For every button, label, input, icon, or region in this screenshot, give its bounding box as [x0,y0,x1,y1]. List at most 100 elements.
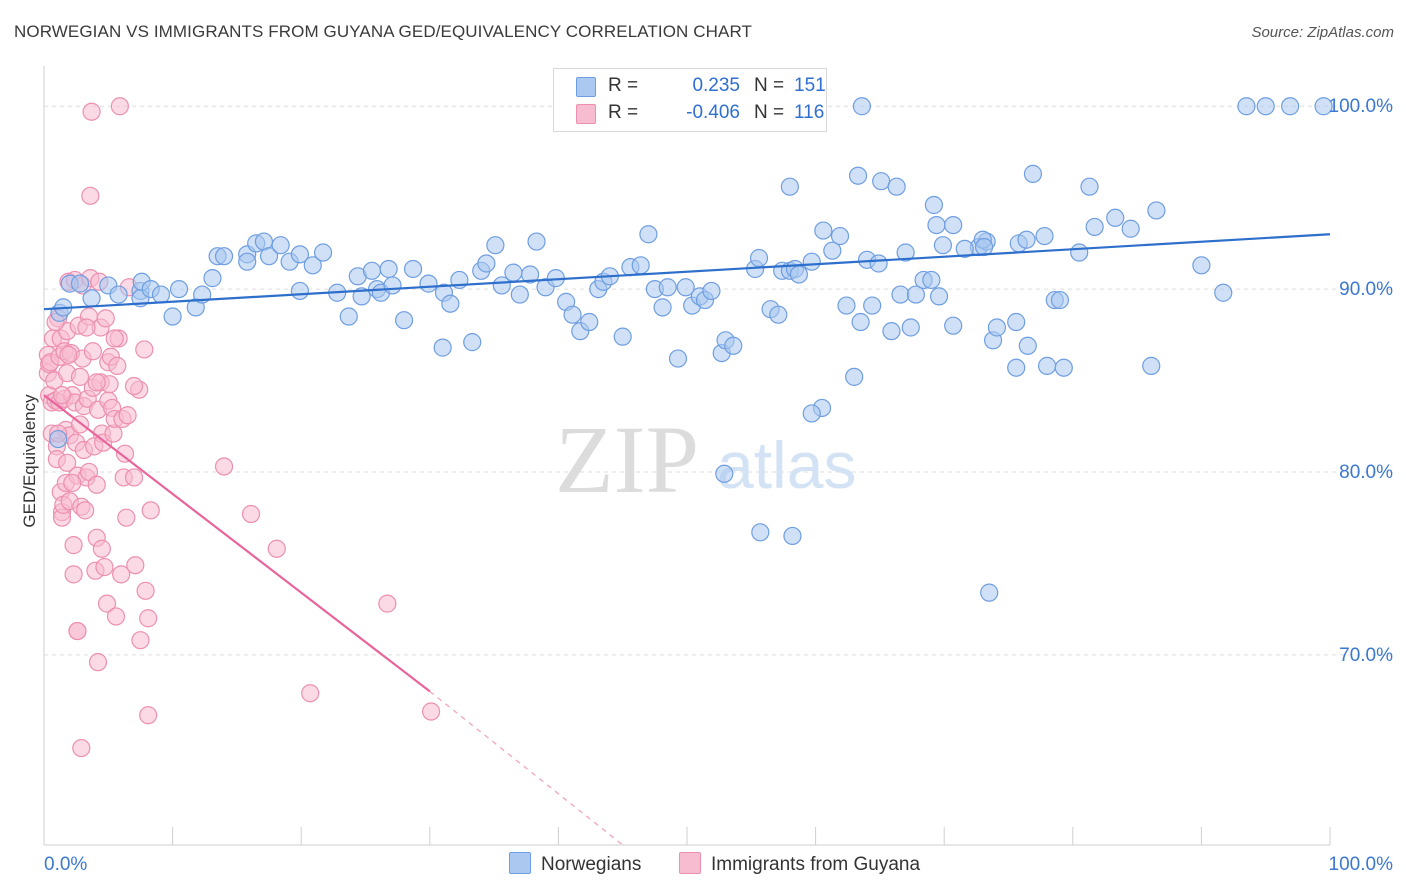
norwegian-point [1106,208,1125,227]
norwegian-point [851,312,870,332]
series-guyana-points [38,97,441,758]
guyana-point [68,621,87,641]
norwegian-point [852,97,871,116]
norwegian-point [203,269,222,288]
norwegian-point [303,256,322,275]
norwegian-point [749,248,769,268]
guyana-point [106,607,126,626]
norwegian-point [151,285,171,304]
guyana-point [112,565,131,584]
legend-r-label: R = [608,102,639,123]
guyana-trend-extension [429,690,624,846]
guyana-point [131,631,150,650]
norwegian-point [1256,97,1275,116]
guyana-point [70,367,90,386]
norwegian-point [527,232,546,251]
norwegian-point [955,239,974,258]
norwegian-point [974,237,994,257]
norwegian-point [1147,201,1166,220]
norwegian-point [769,305,788,324]
trend-lines [43,233,1331,846]
legend-swatch-pink [576,104,596,124]
guyana-point [421,702,441,721]
norwegian-point [238,252,257,271]
guyana-point [97,594,117,613]
norwegian-point [724,336,743,355]
norwegian-point [463,333,482,352]
norwegian-point [419,274,438,293]
legend-n-value: 151 [794,75,826,96]
norwegian-point [1007,312,1026,332]
norwegian-point [1121,219,1140,238]
norwegian-point [848,166,868,185]
norwegian-point [290,245,310,264]
norwegian-point [751,523,770,542]
norwegian-point [441,294,460,313]
norwegian-point [882,322,901,341]
bottom-legend-norwegians: Norwegians [509,852,641,876]
guyana-point [117,508,136,527]
norwegians-trend-line [43,233,1331,311]
watermark-atlas: atlas [717,428,856,502]
series-norwegians-points [49,97,1333,602]
legend-n-label: N = [754,102,785,123]
norwegian-point [1085,217,1104,237]
norwegian-point [580,312,599,332]
norwegian-point [1080,177,1099,196]
norwegian-point [887,177,906,196]
y-tick-label: 80.0% [1339,462,1393,483]
norwegian-point [802,252,821,271]
norwegian-point [631,256,650,275]
norwegian-point [789,265,808,284]
chart-title: NORWEGIAN VS IMMIGRANTS FROM GUYANA GED/… [14,22,752,41]
guyana-point [88,653,108,672]
norwegian-point [477,254,496,273]
legend-r-label: R = [608,75,639,96]
grid-lines [44,105,1392,656]
norwegian-point [814,221,833,240]
watermark-zip: ZIP [555,406,699,513]
norwegian-point [987,318,1007,337]
norwegian-point [1281,97,1300,116]
norwegian-point [1050,290,1070,310]
norwegian-point [980,583,999,602]
guyana-point [95,557,114,577]
norwegian-point [1054,358,1073,377]
guyana-point [87,373,106,392]
guyana-point [118,406,137,425]
norwegian-point [109,285,128,304]
norwegian-point [823,241,842,260]
legend-r-value: 0.235 [692,75,740,96]
norwegian-point [1007,358,1026,377]
guyana-point [108,356,127,375]
guyana-point [81,186,100,205]
guyana-point [59,345,78,365]
guyana-point [92,539,111,558]
norwegian-point [169,279,189,299]
bottom-legend-swatch-pink [679,852,701,874]
norwegian-point [702,281,721,301]
guyana-point [267,539,286,558]
bottom-legend-label: Norwegians [541,854,642,875]
norwegian-point [521,265,540,284]
guyana-point [64,536,83,555]
norwegian-point [510,285,529,304]
guyana-point [64,565,83,584]
guyana-point [301,684,320,703]
norwegian-point [403,259,423,279]
norwegian-point [676,278,695,297]
x-tick-label: 100.0% [1329,854,1394,875]
norwegian-point [1070,243,1089,262]
norwegian-point [1018,336,1037,355]
norwegian-point [872,172,891,191]
norwegian-point [563,305,582,324]
axis-labels: 70.0% 80.0% 90.0% 100.0% 0.0% 100.0% GED/Equiv… [20,96,1393,875]
norwegian-point [313,243,333,262]
norwegian-point [504,263,523,282]
guyana-point [124,468,144,487]
norwegian-point [486,236,505,255]
bottom-legend-guyana: Immigrants from Guyana [679,852,920,876]
norwegian-point [837,296,856,315]
norwegian-point [1314,97,1333,116]
norwegian-point [379,259,398,279]
